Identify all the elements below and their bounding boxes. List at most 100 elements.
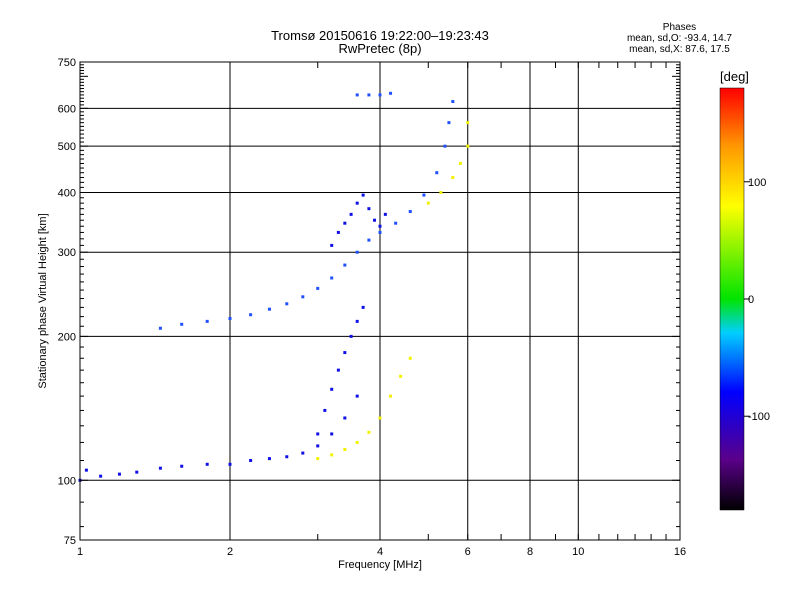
data-point: [285, 455, 289, 459]
data-point: [355, 250, 359, 254]
y-tick-label: 200: [58, 331, 76, 343]
data-point: [205, 462, 209, 466]
data-point: [316, 457, 320, 461]
data-point: [117, 472, 121, 476]
data-point: [389, 394, 393, 398]
data-point: [367, 207, 371, 211]
data-point: [466, 144, 470, 148]
y-tick-label: 100: [58, 475, 76, 487]
data-point: [422, 193, 426, 197]
x-tick-label: 2: [227, 546, 233, 558]
y-axis-label: Stationary phase Virtual Height [km]: [37, 213, 49, 388]
data-point: [373, 218, 377, 222]
data-point: [336, 230, 340, 234]
colorbar-tick-label: 100: [748, 177, 766, 189]
data-point: [323, 408, 327, 412]
data-point: [330, 453, 334, 457]
data-point: [355, 201, 359, 205]
y-tick-label: 400: [58, 187, 76, 199]
data-point: [285, 302, 289, 306]
data-point: [330, 387, 334, 391]
data-point: [349, 334, 353, 338]
colorbar-tick-label: 0: [748, 294, 754, 306]
y-tick-label: 300: [58, 247, 76, 259]
x-tick-label: 10: [572, 546, 584, 558]
data-point: [426, 201, 430, 205]
data-point: [399, 374, 403, 378]
x-tick-label: 4: [377, 546, 383, 558]
data-point: [408, 210, 412, 214]
data-point: [355, 394, 359, 398]
data-point: [158, 466, 162, 470]
data-point: [343, 221, 347, 225]
x-axis-label: Frequency [MHz]: [338, 559, 422, 571]
data-point: [394, 221, 398, 225]
colorbar-unit: [deg]: [720, 69, 749, 84]
data-point: [389, 91, 393, 95]
y-tick-label: 750: [58, 57, 76, 69]
axis-ticks: 1 2 4 6 8 10 16 75 100 200 300 400 500 600 750: [58, 57, 686, 558]
data-point: [367, 238, 371, 242]
data-point: [447, 121, 451, 125]
data-point: [355, 440, 359, 444]
chart-subtitle: RwPretec (8p): [338, 41, 422, 56]
grid-lines: [80, 62, 680, 540]
x-tick-label: 8: [527, 546, 533, 558]
data-point: [316, 444, 320, 448]
data-point: [451, 100, 455, 104]
data-point: [343, 263, 347, 267]
data-point: [336, 368, 340, 372]
data-point: [135, 470, 139, 474]
data-point: [158, 326, 162, 330]
data-point: [301, 295, 305, 299]
phase-stats: Phases mean, sd,O: -93.4, 14.7 mean, sd,…: [627, 22, 732, 55]
data-point: [355, 93, 359, 97]
data-point: [451, 175, 455, 179]
y-tick-label: 75: [64, 535, 76, 547]
data-point: [439, 190, 443, 194]
data-point: [378, 230, 382, 234]
data-point: [330, 432, 334, 436]
chart-title: Tromsø 20150616 19:22:00–19:23:43: [271, 28, 489, 43]
data-point: [378, 224, 382, 228]
data-point: [84, 468, 88, 472]
data-point: [343, 416, 347, 420]
data-point: [378, 93, 382, 97]
data-point: [343, 447, 347, 451]
data-point: [466, 121, 470, 125]
data-point: [408, 356, 412, 360]
colorbar-tick-label: -100: [748, 411, 770, 423]
data-point: [435, 171, 439, 175]
y-tick-label: 500: [58, 141, 76, 153]
data-point: [361, 305, 365, 309]
data-point: [367, 93, 371, 97]
data-point: [458, 161, 462, 165]
data-point: [228, 316, 232, 320]
phase-heading: Phases: [662, 22, 697, 33]
data-point: [180, 322, 184, 326]
data-point: [330, 243, 334, 247]
data-point: [205, 319, 209, 323]
y-tick-label: 600: [58, 103, 76, 115]
data-point: [301, 451, 305, 455]
x-tick-label: 1: [77, 546, 83, 558]
data-point: [349, 212, 353, 216]
data-point: [383, 212, 387, 216]
data-points: [78, 91, 470, 482]
colorbar: [719, 87, 745, 511]
data-point: [267, 457, 271, 461]
data-point: [228, 462, 232, 466]
data-point: [355, 319, 359, 323]
data-point: [361, 193, 365, 197]
colorbar-ticks: 100 0 -100: [744, 177, 770, 423]
data-point: [316, 432, 320, 436]
phase-x-stats: mean, sd,X: 87.6, 17.5: [629, 44, 730, 55]
x-tick-label: 16: [674, 546, 686, 558]
phase-o-stats: mean, sd,O: -93.4, 14.7: [626, 33, 732, 44]
data-point: [249, 458, 253, 462]
data-point: [378, 416, 382, 420]
data-point: [99, 474, 103, 478]
data-point: [443, 144, 447, 148]
data-point: [367, 430, 371, 434]
